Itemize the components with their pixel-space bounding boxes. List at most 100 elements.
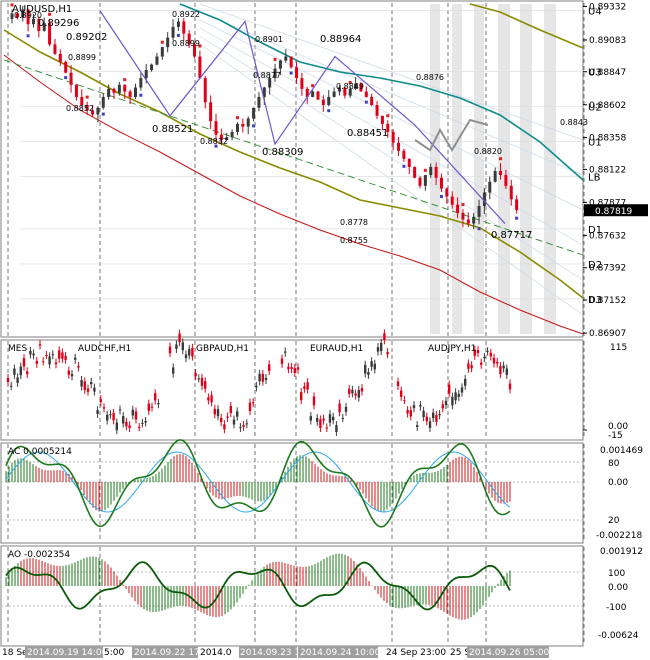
mes-candle-body xyxy=(99,399,102,403)
swing-label: 0.8877 xyxy=(253,71,281,80)
mes-candle-body xyxy=(457,393,460,397)
candle-body xyxy=(241,123,245,127)
mes-candle-body xyxy=(128,425,131,428)
candle-body xyxy=(235,123,239,132)
mes-candle-body xyxy=(322,418,325,421)
mes-candle-body xyxy=(242,425,245,427)
candle-body xyxy=(445,188,449,197)
ao-panel[interactable] xyxy=(0,545,584,647)
candle-body xyxy=(472,216,476,224)
mes-candle-body xyxy=(80,379,83,387)
candle-body xyxy=(96,107,100,115)
candle-body xyxy=(31,18,35,25)
mes-candle-body xyxy=(264,377,268,381)
fractal-up-marker xyxy=(235,116,239,120)
swing-label: 0.8820 xyxy=(474,147,502,156)
candle-body xyxy=(305,88,309,97)
fractal-up-marker xyxy=(311,84,315,88)
candle-body xyxy=(359,83,363,92)
mes-candle-body xyxy=(360,388,364,392)
candle-body xyxy=(101,96,105,108)
channel-line xyxy=(199,11,584,176)
mes-candle-body xyxy=(147,403,150,411)
candle-body xyxy=(144,70,148,79)
candle-body xyxy=(397,142,401,151)
swing-label: 0.88964 xyxy=(320,34,361,45)
price-tick-label: 0.88358 xyxy=(589,134,626,144)
session-shade xyxy=(498,4,510,334)
swing-label: 0.8849 xyxy=(336,82,364,91)
candle-body xyxy=(85,105,89,111)
candle-body xyxy=(58,53,62,62)
ao-axis-zero: 0.00 xyxy=(608,583,628,593)
candle-body xyxy=(117,84,121,93)
olive-ma-line xyxy=(3,29,584,299)
mes-axis-top: 115 xyxy=(610,343,627,353)
candle-body xyxy=(450,196,454,205)
fractal-up-marker xyxy=(10,3,14,7)
mes-candle-body xyxy=(197,378,200,380)
mes-candle-body xyxy=(312,396,316,406)
fractal-up-marker xyxy=(85,95,89,99)
swing-label: 0.8922 xyxy=(172,10,200,19)
mes-candle-body xyxy=(138,427,141,429)
mes-candle-body xyxy=(35,360,38,364)
symbol-title: AUDUSD,H1 xyxy=(12,4,72,15)
candle-body xyxy=(203,78,207,103)
mes-axis-zero: 0.00 xyxy=(608,422,628,432)
mes-candle-body xyxy=(16,377,19,383)
candle-body xyxy=(160,47,164,57)
fractal-down-marker xyxy=(101,112,105,116)
candle-body xyxy=(112,88,116,93)
mes-candle-body xyxy=(309,416,312,421)
mes-candle-body xyxy=(178,333,181,343)
projection-line xyxy=(414,118,489,152)
mes-candle-body xyxy=(10,385,13,387)
candle-body xyxy=(42,22,46,31)
mes-candle-body xyxy=(380,342,383,352)
mes-candle-body xyxy=(364,364,367,374)
mes-candle-body xyxy=(409,410,412,417)
price-tick-label: 0.87877 xyxy=(589,198,626,208)
candle-body xyxy=(133,87,137,97)
fractal-up-marker xyxy=(499,157,503,161)
mes-candle-body xyxy=(376,347,380,352)
candle-body xyxy=(391,131,395,143)
session-shade xyxy=(474,4,484,334)
mes-candle-body xyxy=(194,373,197,377)
fractal-down-marker xyxy=(439,194,443,198)
mes-candle-body xyxy=(338,403,341,413)
candle-body xyxy=(246,118,250,127)
fractal-down-marker xyxy=(26,34,30,38)
mes-candle-body xyxy=(229,405,232,414)
mes-candle-body xyxy=(432,412,435,419)
mes-candle-body xyxy=(296,367,300,370)
candle-body xyxy=(482,192,486,207)
candle-body xyxy=(504,175,508,186)
price-tick-label: 0.87392 xyxy=(589,264,626,274)
mes-candle-body xyxy=(473,349,476,356)
mes-candle-body xyxy=(226,416,229,418)
ac-signal-line xyxy=(5,451,511,513)
mes-candle-body xyxy=(168,346,172,354)
candle-body xyxy=(370,96,374,106)
swing-label: 0.8832 xyxy=(200,137,228,146)
mes-candle-body xyxy=(70,374,74,377)
candle-body xyxy=(91,110,95,115)
candle-body xyxy=(273,68,277,79)
level-label: LB xyxy=(588,172,601,183)
mes-candle-body xyxy=(499,366,502,375)
ao-axis-100: 100 xyxy=(608,569,625,579)
candle-body xyxy=(219,134,223,141)
candle-body xyxy=(48,22,52,45)
candle-body xyxy=(311,91,315,97)
candle-body xyxy=(316,91,320,100)
mes-candle-body xyxy=(435,415,438,422)
fractal-down-marker xyxy=(327,109,331,113)
mes-candle-body xyxy=(425,416,428,422)
channel-line xyxy=(199,35,584,281)
candle-body xyxy=(171,26,175,38)
candle-body xyxy=(209,102,213,122)
mes-candle-body xyxy=(154,393,157,401)
mes-candle-body xyxy=(258,373,261,382)
